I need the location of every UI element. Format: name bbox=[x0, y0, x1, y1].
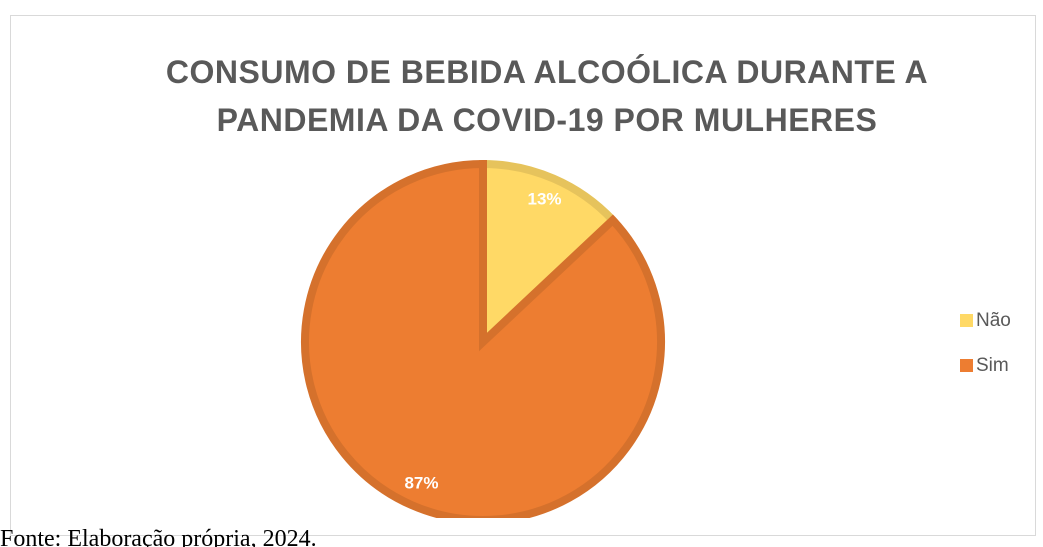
legend-swatch bbox=[960, 314, 973, 327]
pie bbox=[301, 159, 665, 518]
chart-border bbox=[10, 15, 1036, 536]
legend-label: Não bbox=[976, 310, 1011, 331]
caption: Fonte: Elaboração própria, 2024. bbox=[0, 526, 317, 547]
chart-title: CONSUMO DE BEBIDA ALCOÓLICA DURANTE A PA… bbox=[165, 54, 929, 138]
data-label: 13% bbox=[527, 189, 561, 208]
pie-slice bbox=[479, 159, 619, 352]
legend-swatch bbox=[960, 359, 973, 372]
legend-label: Sim bbox=[976, 355, 1009, 376]
pie-slice bbox=[301, 159, 665, 518]
data-label: 87% bbox=[404, 474, 438, 493]
